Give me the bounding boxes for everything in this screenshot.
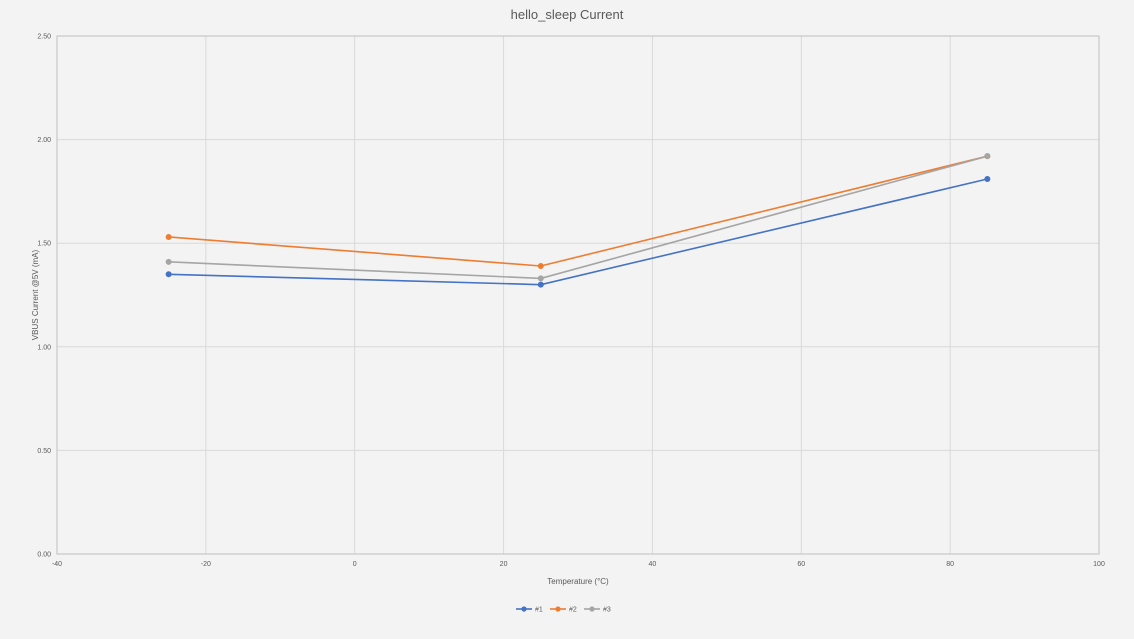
series-line	[168, 155, 988, 267]
legend[interactable]: #1 #2 #3	[516, 606, 611, 614]
x-tick-label: 60	[797, 561, 805, 568]
legend-item[interactable]: #2	[550, 606, 577, 614]
x-axis-label: Temperature (°C)	[547, 577, 609, 586]
x-tick-label: 40	[649, 561, 657, 568]
x-tick-label: -20	[201, 561, 211, 568]
chart-title: hello_sleep Current	[511, 7, 624, 22]
y-tick-label: 0.50	[37, 448, 51, 455]
y-tick-label: 1.50	[37, 241, 51, 248]
series	[165, 153, 991, 288]
x-tick-label: 100	[1093, 561, 1105, 568]
data-point[interactable]	[984, 175, 991, 182]
series-line	[168, 155, 988, 280]
y-tick-label: 1.00	[37, 344, 51, 351]
legend-label: #3	[603, 607, 611, 614]
legend-point-marker	[589, 606, 595, 612]
x-tick-label: -40	[52, 561, 62, 568]
data-point[interactable]	[165, 271, 172, 278]
series-3	[165, 153, 991, 282]
data-point[interactable]	[537, 262, 544, 269]
x-tick-label: 20	[500, 561, 508, 568]
legend-point-marker	[555, 606, 561, 612]
legend-label: #1	[535, 607, 543, 614]
data-point[interactable]	[984, 153, 991, 160]
y-axis-label: VBUS Current @5V (mA)	[31, 249, 40, 340]
tick-labels: -40 -20 0 20 40 60 80 100 0.00 0.50 1.00 1.50 2.00 2.…	[37, 34, 1105, 569]
y-tick-label: 0.00	[37, 552, 51, 559]
x-tick-label: 0	[353, 561, 357, 568]
x-tick-label: 80	[946, 561, 954, 568]
legend-point-marker	[521, 606, 527, 612]
data-point[interactable]	[165, 233, 172, 240]
data-point[interactable]	[537, 275, 544, 282]
legend-item[interactable]: #1	[516, 606, 543, 614]
legend-label: #2	[569, 607, 577, 614]
series-2	[165, 153, 991, 269]
grid	[56, 35, 1100, 555]
y-tick-label: 2.50	[37, 34, 51, 41]
series-1	[165, 175, 991, 288]
data-point[interactable]	[165, 258, 172, 265]
plot-area-frame	[56, 35, 1100, 555]
legend-item[interactable]: #3	[584, 606, 611, 614]
data-point[interactable]	[537, 281, 544, 288]
y-tick-label: 2.00	[37, 137, 51, 144]
